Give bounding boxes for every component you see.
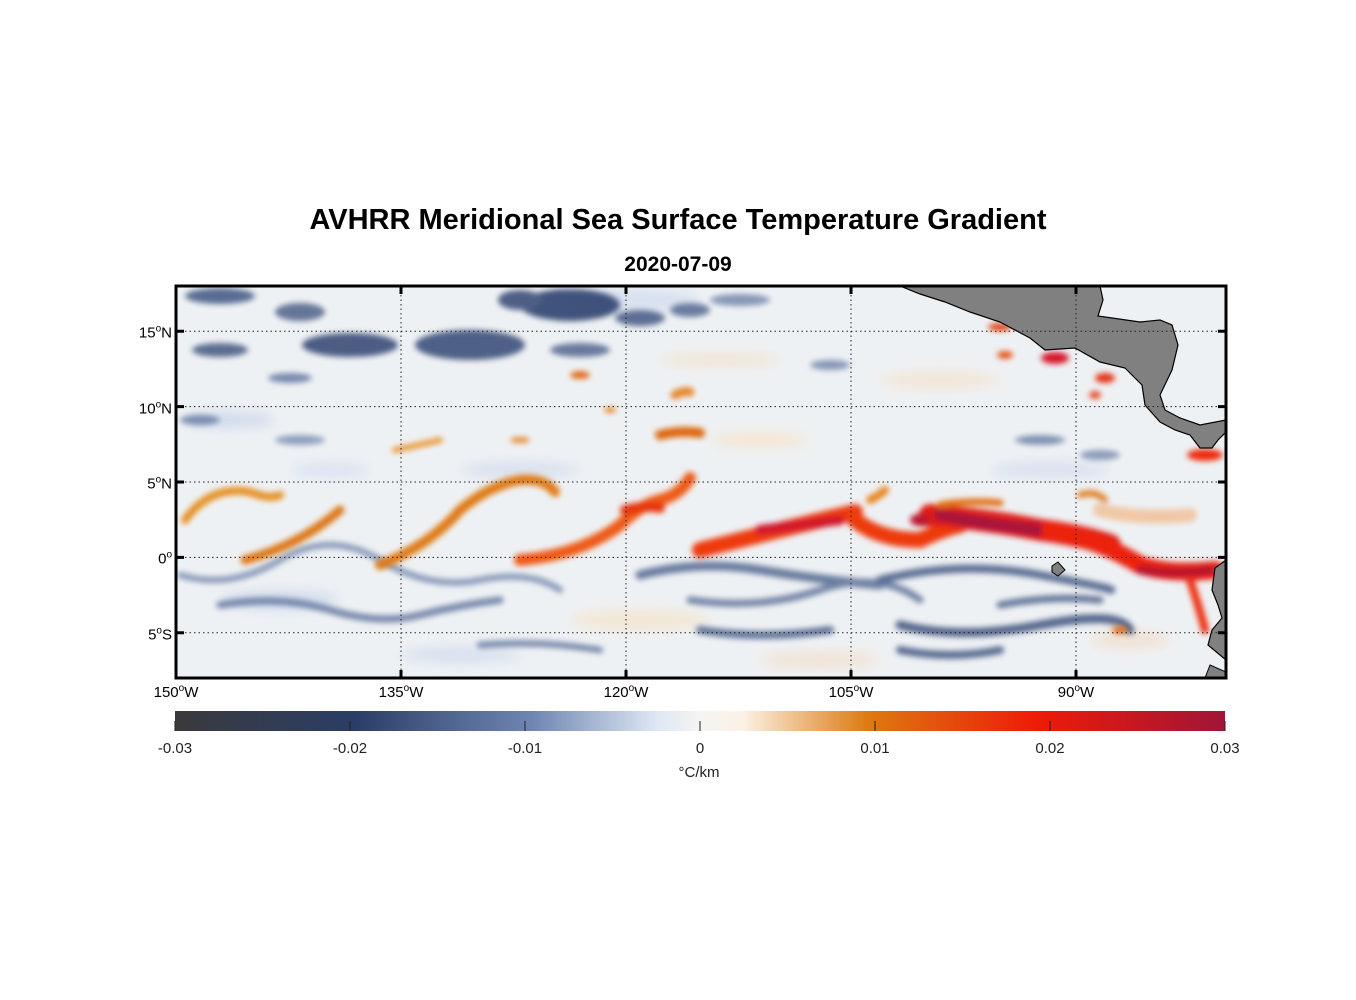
figure-title: AVHRR Meridional Sea Surface Temperature… [309, 204, 1047, 236]
lat-tick-label: 15oN [138, 323, 172, 342]
colorbar-tick-label: 0 [695, 740, 705, 757]
lat-tick-label: 5oN [147, 474, 172, 493]
colorbar-unit: °C/km [678, 764, 720, 781]
colorbar-tick-label: 0.03 [1210, 740, 1240, 757]
lat-tick-label: 0o [158, 549, 172, 568]
colorbar-tick-label: -0.03 [157, 740, 193, 757]
figure-date: 2020-07-09 [624, 253, 732, 276]
sst-gradient-field [176, 286, 1226, 678]
colorbar-tick-label: 0.01 [860, 740, 890, 757]
colorbar-tick-label: 0.02 [1035, 740, 1065, 757]
lon-tick-label: 135oW [378, 683, 424, 702]
south-america-land [1207, 559, 1226, 661]
galapagos-land [1051, 561, 1066, 577]
lat-tick-label: 5oS [148, 625, 172, 644]
colorbar-tick-label: -0.02 [332, 740, 368, 757]
colorbar-tick-label: -0.01 [507, 740, 543, 757]
central-america-land [899, 286, 1226, 449]
lon-tick-label: 120oW [603, 683, 649, 702]
frame-ticks [174, 286, 1226, 678]
lon-tick-label: 90oW [1057, 683, 1095, 702]
lon-tick-label: 150oW [153, 683, 199, 702]
lat-tick-label: 10oN [138, 399, 172, 418]
colorbar-ticks [174, 721, 1226, 731]
south-america-land-south [1204, 664, 1226, 678]
lon-tick-label: 105oW [828, 683, 874, 702]
